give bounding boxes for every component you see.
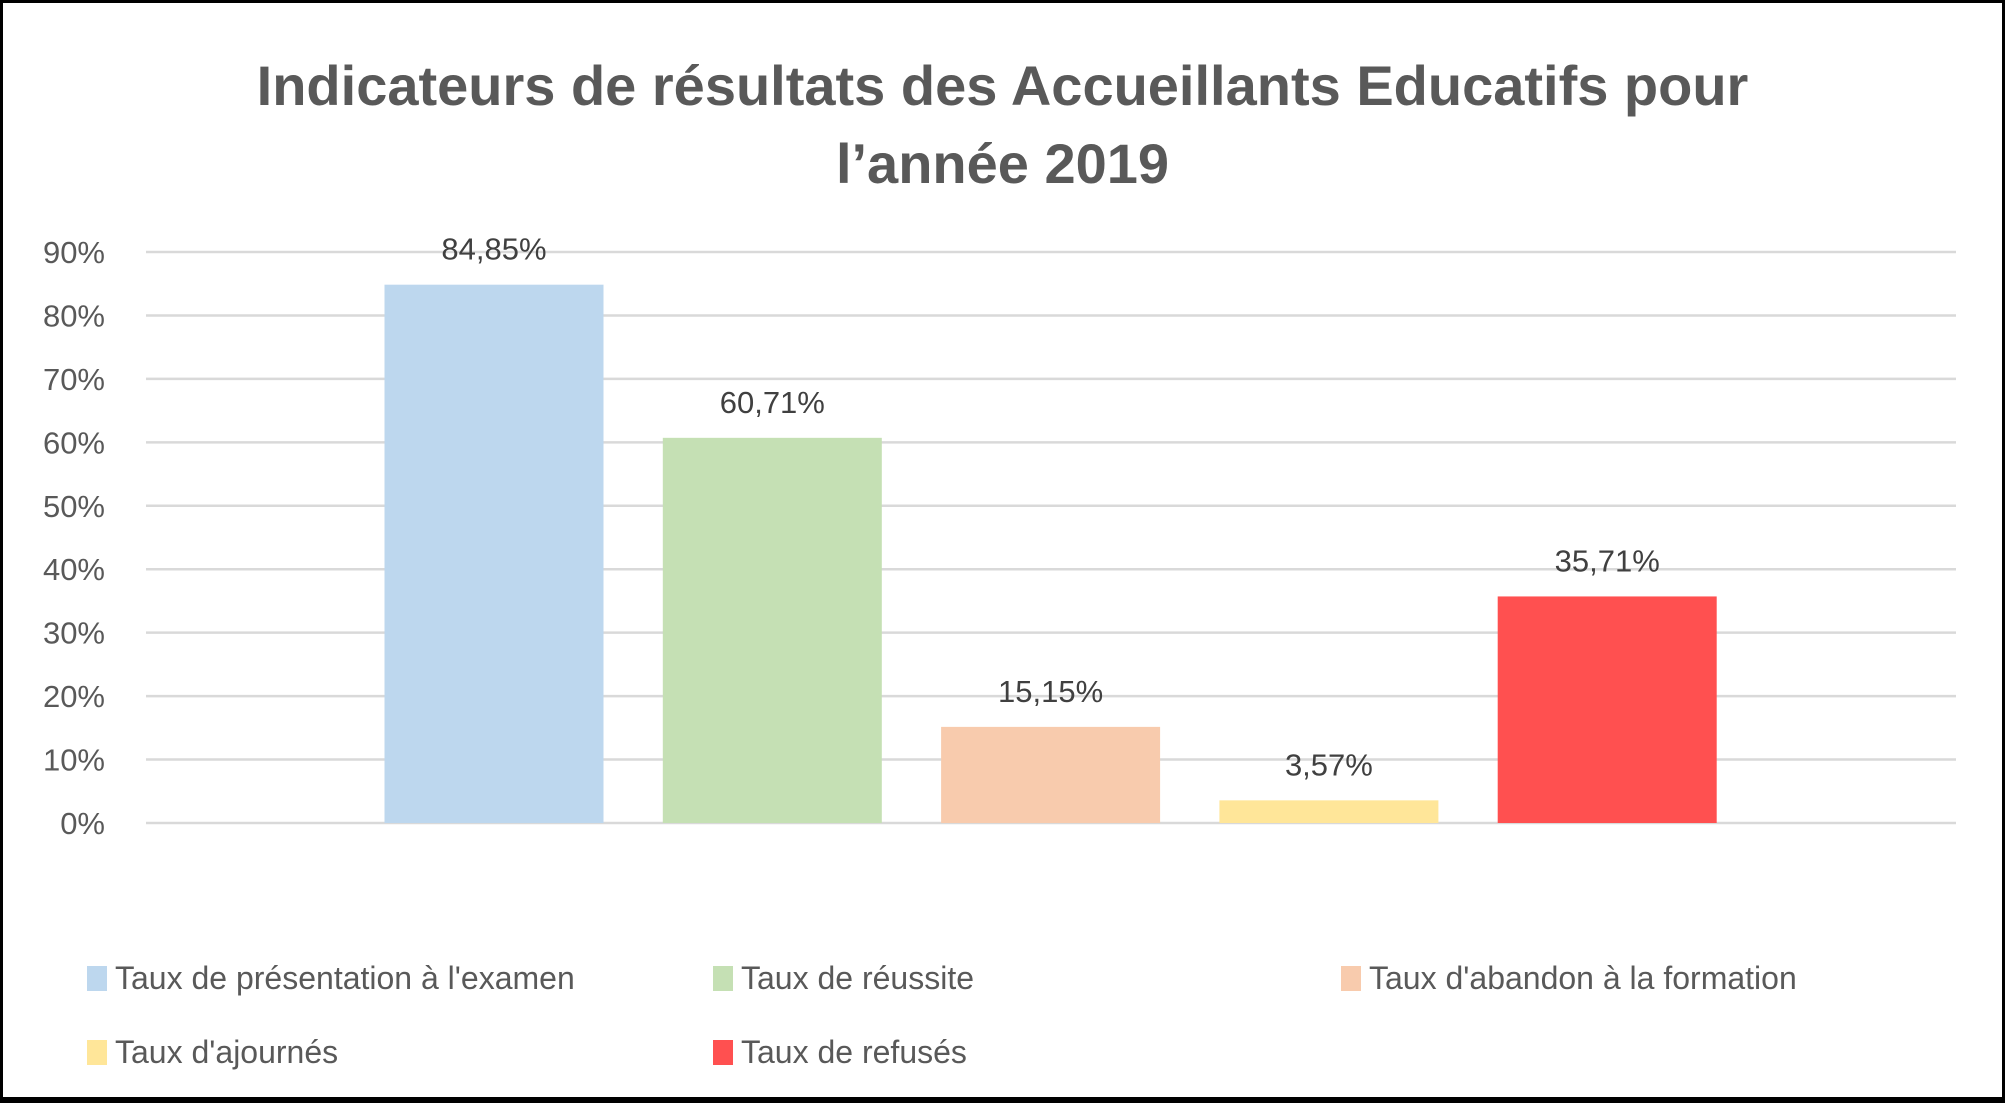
legend-item-refuses: Taux de refusés: [713, 1034, 967, 1071]
y-tick-label: 30%: [43, 616, 105, 651]
y-tick-label: 70%: [43, 362, 105, 397]
legend-swatch: [87, 1040, 107, 1065]
data-label: 15,15%: [998, 674, 1103, 709]
legend-label: Taux de présentation à l'examen: [115, 960, 575, 996]
bar: [1219, 800, 1439, 823]
chart-title-line-1: Indicateurs de résultats des Accueillant…: [256, 54, 1749, 117]
y-tick-label: 90%: [43, 235, 105, 270]
data-label: 60,71%: [720, 385, 825, 420]
data-label: 84,85%: [441, 232, 546, 267]
legend-item-reussite: Taux de réussite: [713, 960, 974, 997]
legend-swatch: [713, 1040, 733, 1065]
legend-item-presentation: Taux de présentation à l'examen: [87, 960, 575, 997]
y-tick-label: 80%: [43, 298, 105, 333]
y-tick-label: 50%: [43, 489, 105, 524]
y-tick-label: 10%: [43, 743, 105, 778]
plot-area: 0% 10% 20% 30% 40% 50% 60% 70% 80% 90% 84,85% 60,71…: [43, 232, 1956, 841]
legend-label: Taux de réussite: [741, 960, 975, 996]
chart-title-line-2: l’année 2019: [835, 132, 1170, 195]
bar: [1497, 596, 1717, 823]
legend-item-ajournes: Taux d'ajournés: [87, 1034, 338, 1071]
y-tick-label: 40%: [43, 552, 105, 587]
legend-label: Taux d'ajournés: [115, 1034, 339, 1070]
legend-item-abandon: Taux d'abandon à la formation: [1341, 960, 1797, 997]
legend-label: Taux de refusés: [741, 1034, 967, 1070]
data-label: 35,71%: [1555, 543, 1660, 578]
legend-swatch: [87, 966, 107, 991]
data-label: 3,57%: [1285, 747, 1373, 782]
y-tick-label: 60%: [43, 425, 105, 460]
chart-title: Indicateurs de résultats des Accueillant…: [3, 47, 2002, 203]
bar: [941, 726, 1161, 823]
legend-swatch: [713, 966, 733, 991]
y-tick-label: 0%: [60, 806, 105, 841]
legend-label: Taux d'abandon à la formation: [1369, 960, 1797, 996]
y-tick-label: 20%: [43, 679, 105, 714]
legend-swatch: [1341, 966, 1361, 991]
bar: [384, 284, 604, 823]
bar: [662, 437, 882, 823]
